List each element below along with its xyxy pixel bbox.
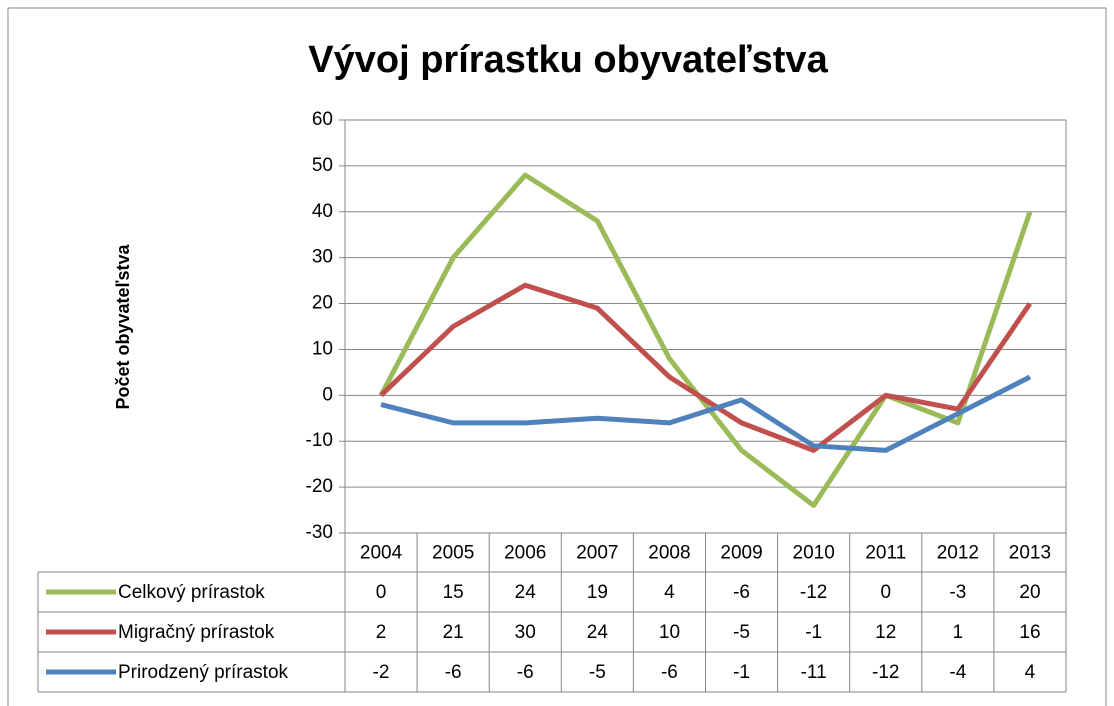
x-tick-label: 2004 (360, 543, 403, 564)
table-value: 24 (587, 622, 609, 643)
y-tick-label: 50 (312, 155, 333, 176)
y-tick-label: 40 (312, 201, 333, 222)
y-tick-label: -20 (306, 476, 333, 497)
table-value: 30 (515, 622, 536, 643)
table-value: -1 (733, 662, 750, 683)
table-value: 24 (515, 582, 537, 603)
table-value: 10 (659, 622, 680, 643)
table-value: -5 (733, 622, 750, 643)
table-value: 2 (376, 622, 387, 643)
series-line (379, 282, 1033, 453)
y-tick-label: 0 (322, 384, 333, 405)
table-value: 12 (875, 622, 896, 643)
table-value: -12 (872, 662, 899, 683)
x-tick-label: 2010 (793, 543, 835, 564)
y-axis-title: Počet obyvateľstva (113, 244, 133, 410)
table-value: -11 (801, 662, 827, 683)
table-value: -6 (517, 662, 534, 683)
table-value: -6 (733, 582, 750, 603)
table-value: 0 (880, 582, 891, 603)
y-tick-label: -10 (306, 430, 333, 451)
table-value: 15 (443, 582, 464, 603)
table-value: 19 (587, 582, 608, 603)
legend-label: Prirodzený prírastok (118, 662, 289, 683)
table-value: -3 (949, 582, 966, 603)
x-tick-label: 2007 (576, 543, 618, 564)
table-value: -1 (805, 622, 822, 643)
table-value: -12 (800, 582, 827, 603)
y-tick-label: 10 (312, 338, 333, 359)
series-line (378, 172, 1033, 508)
chart-frame (7, 7, 1107, 706)
table-value: 0 (376, 582, 387, 603)
series-line (380, 374, 1032, 453)
y-tick-label: 30 (312, 247, 333, 268)
y-tick-label: 20 (312, 293, 333, 314)
table-value: 1 (953, 622, 964, 643)
table-value: -5 (589, 662, 606, 683)
y-tick-label: 60 (312, 109, 333, 130)
table-value: 21 (443, 622, 464, 643)
table-value: 20 (1019, 582, 1040, 603)
legend-label: Celkový prírastok (118, 582, 265, 603)
table-value: -2 (373, 662, 390, 683)
x-tick-label: 2006 (504, 543, 546, 564)
x-tick-label: 2008 (648, 543, 690, 564)
x-tick-label: 2012 (937, 543, 979, 564)
x-tick-label: 2011 (865, 543, 906, 564)
y-tick-label: -30 (306, 522, 333, 543)
table-value: -4 (949, 662, 966, 683)
chart-title: Vývoj prírastku obyvateľstva (308, 39, 828, 81)
x-tick-label: 2005 (432, 543, 474, 564)
x-tick-label: 2013 (1009, 543, 1051, 564)
table-value: -6 (661, 662, 678, 683)
legend-label: Migračný prírastok (118, 622, 275, 643)
table-value: 16 (1019, 622, 1040, 643)
x-tick-label: 2009 (720, 543, 762, 564)
table-value: 4 (1025, 662, 1036, 683)
table-value: 4 (664, 582, 675, 603)
table-value: -6 (445, 662, 462, 683)
